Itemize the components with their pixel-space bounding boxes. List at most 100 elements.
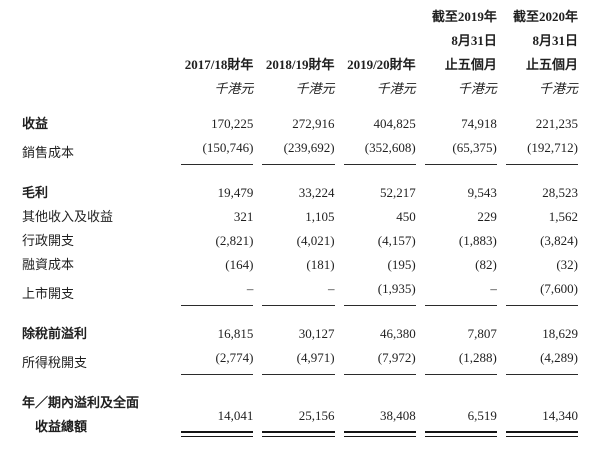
value-cell: (4,971) xyxy=(253,346,335,375)
cell-value: (3,824) xyxy=(540,233,578,248)
value-cell: 321 xyxy=(172,205,254,229)
row-label-line-2: 收益總額 xyxy=(35,419,88,434)
cell-value: 16,815 xyxy=(217,326,254,341)
cell-value: 1,562 xyxy=(548,209,578,224)
table-row: 融資成本 (164) (181) (195) (82) (32) xyxy=(22,253,578,277)
value-cell: (1,883) xyxy=(416,229,497,253)
table-row: 除稅前溢利 16,815 30,127 46,380 7,807 18,629 xyxy=(22,322,578,346)
table-row: 其他收入及收益 321 1,105 450 229 1,562 xyxy=(22,205,578,229)
cell-value: 33,224 xyxy=(298,185,335,200)
row-label-line-1: 年／期內溢利及全面 xyxy=(22,395,140,410)
cell-value: (7,972) xyxy=(343,346,416,375)
value-cell: 1,105 xyxy=(253,205,334,229)
table-row: 毛利 19,479 33,224 52,217 9,543 28,523 xyxy=(22,181,578,205)
value-cell: (164) xyxy=(172,253,253,277)
value-cell: (82) xyxy=(416,253,497,277)
value-cell: 18,629 xyxy=(497,322,578,346)
row-label: 融資成本 xyxy=(22,257,75,272)
row-label: 收益 xyxy=(22,116,49,131)
value-cell: 14,041 xyxy=(172,391,254,439)
spacer-cell xyxy=(22,165,578,181)
cell-value: 450 xyxy=(396,209,416,224)
value-cell: 7,807 xyxy=(416,322,497,346)
value-cell: (239,692) xyxy=(253,136,335,165)
value-cell: (7,972) xyxy=(335,346,416,375)
cell-value: (164) xyxy=(225,257,254,272)
value-cell: (352,608) xyxy=(335,136,416,165)
header-gap-row xyxy=(22,101,578,112)
cell-value: (239,692) xyxy=(262,136,335,165)
value-cell: 450 xyxy=(335,205,416,229)
double-total-rule xyxy=(181,431,254,437)
row-label: 其他收入及收益 xyxy=(22,209,114,224)
cell-value: 25,156 xyxy=(298,408,335,423)
value-cell: 1,562 xyxy=(497,205,578,229)
spacer-cell xyxy=(22,375,578,391)
cell-value: 404,825 xyxy=(373,116,416,131)
header-corner-cell xyxy=(22,77,172,101)
spacer-cell xyxy=(22,306,578,322)
cell-value: 30,127 xyxy=(298,326,335,341)
value-cell: 221,235 xyxy=(497,112,578,136)
cell-value: (181) xyxy=(306,257,335,272)
cell-value: (4,971) xyxy=(262,346,335,375)
table-body: 收益 170,225 272,916 404,825 74,918 221,235 銷售成本… xyxy=(22,112,578,439)
spacer-row xyxy=(22,165,578,181)
cell-value: (1,883) xyxy=(458,233,497,248)
unit-label: 千港元 xyxy=(457,81,497,96)
cell-value: 321 xyxy=(233,209,254,224)
header-cell: 止五個月 xyxy=(444,57,497,72)
double-total-rule xyxy=(343,431,416,437)
cell-value: 52,217 xyxy=(379,185,416,200)
value-cell: (195) xyxy=(335,253,416,277)
value-cell: 52,217 xyxy=(335,181,416,205)
value-cell: – xyxy=(416,277,497,306)
table-row: 上市開支 – – (1,935) – (7,600) xyxy=(22,277,578,306)
cell-value: (1,935) xyxy=(343,277,416,306)
cell-value: (82) xyxy=(475,257,497,272)
value-cell: (2,821) xyxy=(172,229,253,253)
value-cell: 38,408 xyxy=(335,391,416,439)
header-cell: 2017/18財年 xyxy=(184,57,254,72)
cell-value: 74,918 xyxy=(461,116,497,131)
table-row: 銷售成本 (150,746) (239,692) (352,608) (65,375) (… xyxy=(22,136,578,165)
header-row-1: 截至2019年 截至2020年 xyxy=(22,5,578,29)
header-cell xyxy=(172,5,253,29)
value-cell: 33,224 xyxy=(253,181,335,205)
unit-label: 千港元 xyxy=(538,81,578,96)
row-label: 所得稅開支 xyxy=(22,355,88,370)
header-unit-row: 千港元 千港元 千港元 千港元 千港元 xyxy=(22,77,578,101)
value-cell: 16,815 xyxy=(172,322,254,346)
cell-value: (4,157) xyxy=(377,233,416,248)
cell-value: 46,380 xyxy=(379,326,416,341)
value-cell: 170,225 xyxy=(172,112,253,136)
cell-value: 7,807 xyxy=(467,326,497,341)
cell-value: (150,746) xyxy=(181,136,254,165)
cell-value: 28,523 xyxy=(542,185,578,200)
double-total-rule xyxy=(424,431,497,437)
double-total-rule xyxy=(262,431,335,437)
cell-value: – xyxy=(424,277,497,306)
table-row: 收益 170,225 272,916 404,825 74,918 221,235 xyxy=(22,112,578,136)
header-cell: 2019/20財年 xyxy=(347,57,416,72)
cell-value: (192,712) xyxy=(505,136,578,165)
cell-value: (1,288) xyxy=(424,346,497,375)
cell-value: (2,821) xyxy=(215,233,254,248)
value-cell: – xyxy=(172,277,254,306)
cell-value: 1,105 xyxy=(305,209,335,224)
row-label: 上市開支 xyxy=(22,286,75,301)
cell-value: 18,629 xyxy=(542,326,578,341)
table-header: 截至2019年 截至2020年 8月31日 8月31日 2017/18財年 20… xyxy=(22,5,578,112)
cell-value: 14,041 xyxy=(217,408,254,423)
value-cell: 46,380 xyxy=(335,322,416,346)
value-cell: 9,543 xyxy=(416,181,497,205)
cell-value: 170,225 xyxy=(211,116,254,131)
value-cell: 14,340 xyxy=(497,391,578,439)
value-cell: 272,916 xyxy=(253,112,334,136)
value-cell: – xyxy=(253,277,335,306)
header-cell xyxy=(335,29,416,53)
header-cell: 止五個月 xyxy=(525,57,578,72)
value-cell: 74,918 xyxy=(416,112,497,136)
value-cell: (150,746) xyxy=(172,136,254,165)
